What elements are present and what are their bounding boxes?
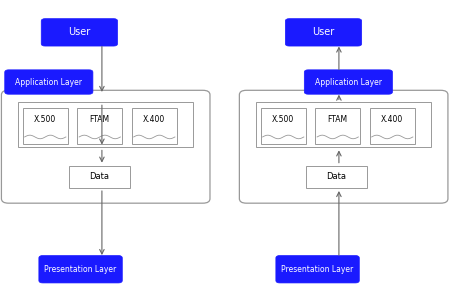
- Text: FTAM: FTAM: [90, 115, 110, 124]
- Text: Application Layer: Application Layer: [315, 78, 382, 86]
- FancyBboxPatch shape: [370, 108, 415, 144]
- FancyBboxPatch shape: [77, 108, 122, 144]
- Text: Data: Data: [327, 172, 346, 181]
- FancyBboxPatch shape: [5, 70, 93, 94]
- FancyBboxPatch shape: [239, 90, 448, 203]
- FancyBboxPatch shape: [41, 19, 118, 46]
- Text: User: User: [68, 27, 91, 37]
- FancyBboxPatch shape: [285, 19, 362, 46]
- Text: Presentation Layer: Presentation Layer: [45, 265, 117, 274]
- Text: Application Layer: Application Layer: [15, 78, 82, 86]
- FancyBboxPatch shape: [261, 108, 306, 144]
- FancyBboxPatch shape: [315, 108, 360, 144]
- Text: X.400: X.400: [143, 115, 165, 124]
- Text: X.500: X.500: [272, 115, 294, 124]
- FancyBboxPatch shape: [69, 166, 130, 188]
- FancyBboxPatch shape: [39, 256, 122, 283]
- FancyBboxPatch shape: [1, 90, 210, 203]
- Text: Presentation Layer: Presentation Layer: [282, 265, 354, 274]
- Text: X.500: X.500: [34, 115, 56, 124]
- Text: X.400: X.400: [381, 115, 403, 124]
- FancyBboxPatch shape: [306, 166, 367, 188]
- FancyBboxPatch shape: [304, 70, 392, 94]
- FancyBboxPatch shape: [132, 108, 177, 144]
- FancyBboxPatch shape: [256, 102, 431, 147]
- FancyBboxPatch shape: [23, 108, 68, 144]
- Text: FTAM: FTAM: [328, 115, 348, 124]
- FancyBboxPatch shape: [18, 102, 193, 147]
- Text: Data: Data: [90, 172, 109, 181]
- FancyBboxPatch shape: [276, 256, 359, 283]
- Text: User: User: [312, 27, 335, 37]
